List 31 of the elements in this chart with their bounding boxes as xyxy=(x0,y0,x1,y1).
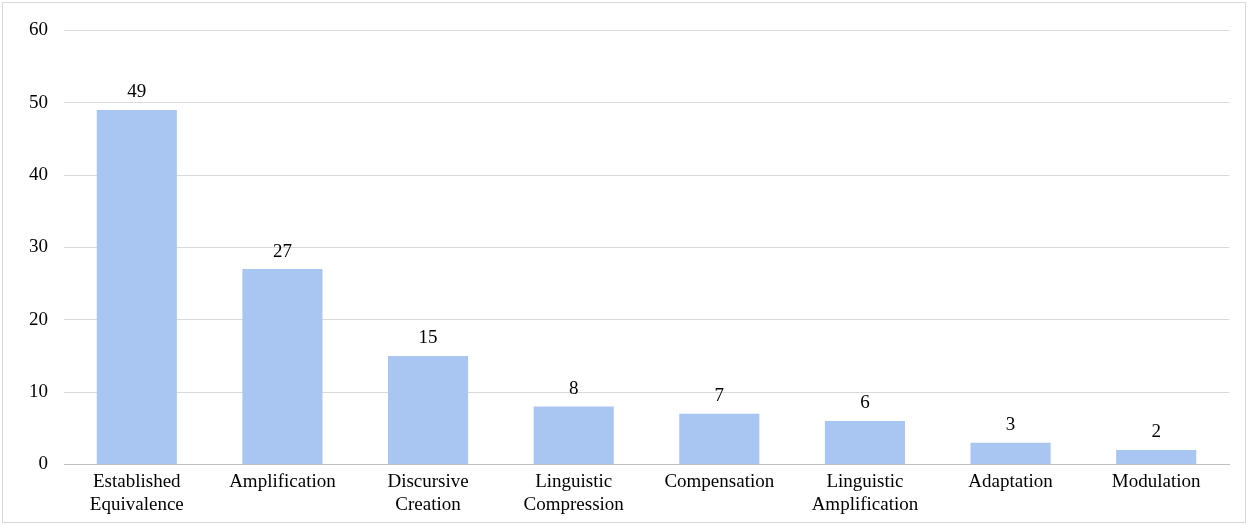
y-tick-label: 0 xyxy=(38,452,48,474)
data-label: 15 xyxy=(418,326,438,348)
y-tick-label: 20 xyxy=(29,307,48,329)
x-tick-label: Established Equivalence xyxy=(89,469,184,514)
data-label: 2 xyxy=(1151,420,1161,442)
y-tick-label: 40 xyxy=(29,163,48,185)
x-tick-label: Compensation xyxy=(664,469,775,491)
bar xyxy=(970,442,1051,464)
x-tick-label: Linguistic Compression xyxy=(523,469,625,514)
x-tick-label: Modulation xyxy=(1111,469,1202,491)
data-label: 49 xyxy=(127,80,147,102)
bar xyxy=(388,355,469,464)
bar xyxy=(1116,449,1197,464)
data-label: 3 xyxy=(1005,413,1016,435)
data-label: 27 xyxy=(272,239,292,261)
data-label: 6 xyxy=(860,391,870,413)
y-tick-label: 10 xyxy=(29,380,48,402)
x-tick-label: Discursive Creation xyxy=(387,469,469,514)
y-tick-label: 50 xyxy=(29,90,48,112)
bar xyxy=(679,413,760,464)
bar xyxy=(242,269,323,464)
x-tick-label: Amplification xyxy=(229,469,337,491)
bar xyxy=(96,109,177,464)
x-tick-label: Linguistic Amplification xyxy=(811,469,919,514)
x-tick-label: Adaptation xyxy=(968,469,1054,491)
y-tick-label: 30 xyxy=(29,235,48,257)
data-label: 8 xyxy=(568,377,579,399)
bar xyxy=(824,421,905,464)
y-tick-label: 60 xyxy=(29,18,48,40)
bar xyxy=(533,406,614,464)
data-label: 7 xyxy=(714,384,725,406)
